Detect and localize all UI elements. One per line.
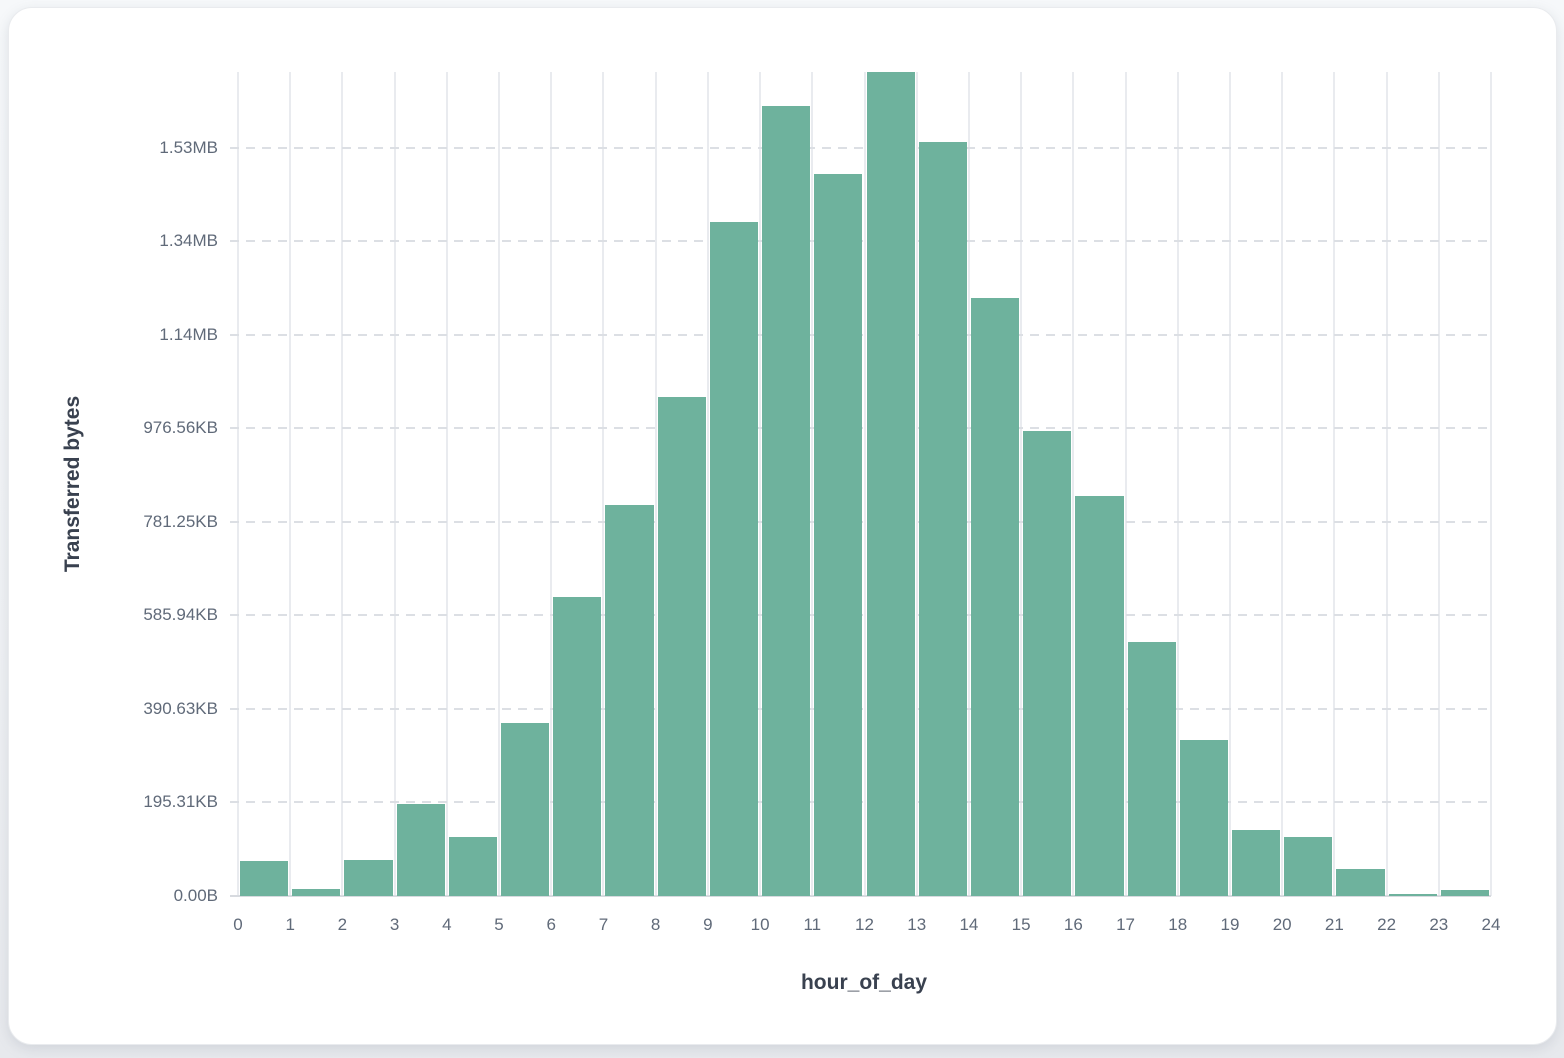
x-tick-label: 11	[803, 915, 822, 934]
vertical-gridline	[1228, 72, 1231, 896]
histogram-bar-hour-19[interactable]	[1231, 830, 1281, 896]
x-tick-label: 1	[285, 915, 295, 934]
y-tick-label: 976.56KB	[143, 418, 218, 438]
vertical-gridline	[445, 72, 448, 896]
x-tick-label: 0	[233, 915, 243, 934]
histogram-bar-hour-18[interactable]	[1179, 740, 1228, 896]
histogram-bar-hour-8[interactable]	[657, 397, 706, 896]
x-axis-line	[230, 895, 1491, 897]
y-tick-label: 1.53MB	[159, 137, 218, 157]
histogram-bar-hour-1[interactable]	[292, 889, 341, 896]
x-tick-label: 4	[442, 915, 452, 934]
vertical-gridline	[654, 72, 657, 896]
vertical-gridline	[341, 72, 344, 896]
vertical-gridline	[1437, 72, 1440, 896]
histogram-bar-hour-4[interactable]	[448, 837, 498, 896]
vertical-gridline	[237, 72, 239, 896]
x-tick-label: 21	[1324, 915, 1344, 934]
x-tick-label: 5	[494, 915, 504, 934]
y-tick-label: 390.63KB	[143, 698, 218, 718]
vertical-gridline	[1176, 72, 1179, 896]
histogram-bar-hour-2[interactable]	[344, 860, 393, 896]
vertical-gridline	[1072, 72, 1075, 896]
x-tick-label: 17	[1116, 915, 1135, 934]
histogram-bar-hour-9[interactable]	[709, 222, 759, 896]
vertical-gridline	[706, 72, 709, 896]
histogram-bar-hour-20[interactable]	[1284, 837, 1333, 896]
x-tick-label: 16	[1063, 915, 1083, 934]
x-tick-label: 24	[1481, 915, 1501, 934]
histogram-bar-hour-22[interactable]	[1388, 894, 1437, 896]
histogram-bar-hour-14[interactable]	[970, 298, 1020, 896]
vertical-gridline	[602, 72, 605, 896]
y-tick-label: 781.25KB	[143, 511, 218, 531]
histogram-bar-hour-21[interactable]	[1336, 869, 1385, 896]
x-tick-label: 22	[1377, 915, 1397, 934]
y-tick-label: 195.31KB	[143, 792, 218, 812]
vertical-gridline	[915, 72, 918, 896]
histogram-bar-hour-16[interactable]	[1075, 496, 1124, 896]
histogram-bar-hour-17[interactable]	[1127, 642, 1176, 896]
x-tick-label: 2	[337, 915, 348, 934]
x-tick-label: 23	[1429, 915, 1449, 934]
x-tick-label: 20	[1272, 915, 1292, 934]
histogram-bar-hour-0[interactable]	[240, 861, 289, 896]
histogram-bar-hour-11[interactable]	[814, 174, 863, 896]
x-axis-title: hour_of_day	[800, 971, 928, 994]
x-tick-label: 12	[855, 915, 874, 934]
y-tick-label: 1.34MB	[159, 231, 218, 251]
histogram-bar-hour-13[interactable]	[918, 142, 967, 896]
y-tick-label: 0.00B	[173, 886, 218, 905]
x-tick-label: 9	[703, 915, 713, 934]
x-tick-label: 14	[959, 915, 979, 934]
vertical-gridline	[393, 72, 396, 896]
histogram-bar-hour-15[interactable]	[1023, 431, 1072, 896]
vertical-gridline	[550, 72, 553, 896]
histogram-bar-hour-3[interactable]	[396, 804, 445, 896]
histogram-bar-hour-23[interactable]	[1440, 890, 1489, 896]
histogram-bar-hour-5[interactable]	[501, 723, 550, 896]
x-tick-label: 3	[389, 915, 400, 934]
histogram-bar-hour-12[interactable]	[866, 72, 915, 896]
x-tick-label: 6	[546, 915, 556, 934]
vertical-gridline	[289, 72, 292, 896]
vertical-gridline	[811, 72, 814, 896]
x-tick-label: 10	[750, 915, 770, 934]
y-axis-title: Transferred bytes	[61, 395, 84, 573]
vertical-gridline	[863, 72, 866, 896]
x-tick-label: 19	[1220, 915, 1240, 934]
vertical-gridline	[1020, 72, 1023, 896]
vertical-gridline	[1490, 72, 1492, 896]
vertical-gridline	[1281, 72, 1284, 896]
histogram-bar-hour-7[interactable]	[605, 505, 654, 896]
x-tick-label: 13	[907, 915, 927, 934]
vertical-gridline	[967, 72, 970, 896]
vertical-gridline	[759, 72, 762, 896]
histogram-bar-hour-10[interactable]	[762, 106, 811, 896]
x-tick-label: 18	[1168, 915, 1188, 934]
vertical-gridline	[1124, 72, 1127, 896]
vertical-gridline	[498, 72, 501, 896]
x-tick-label: 15	[1011, 915, 1031, 934]
horizontal-gridline	[230, 146, 1491, 149]
vertical-gridline	[1333, 72, 1336, 896]
x-tick-label: 7	[598, 915, 609, 934]
y-tick-label: 1.14MB	[159, 324, 218, 344]
histogram-bar-hour-6[interactable]	[553, 597, 602, 896]
x-tick-label: 8	[650, 915, 661, 934]
y-tick-label: 585.94KB	[143, 605, 218, 625]
vertical-gridline	[1385, 72, 1388, 896]
